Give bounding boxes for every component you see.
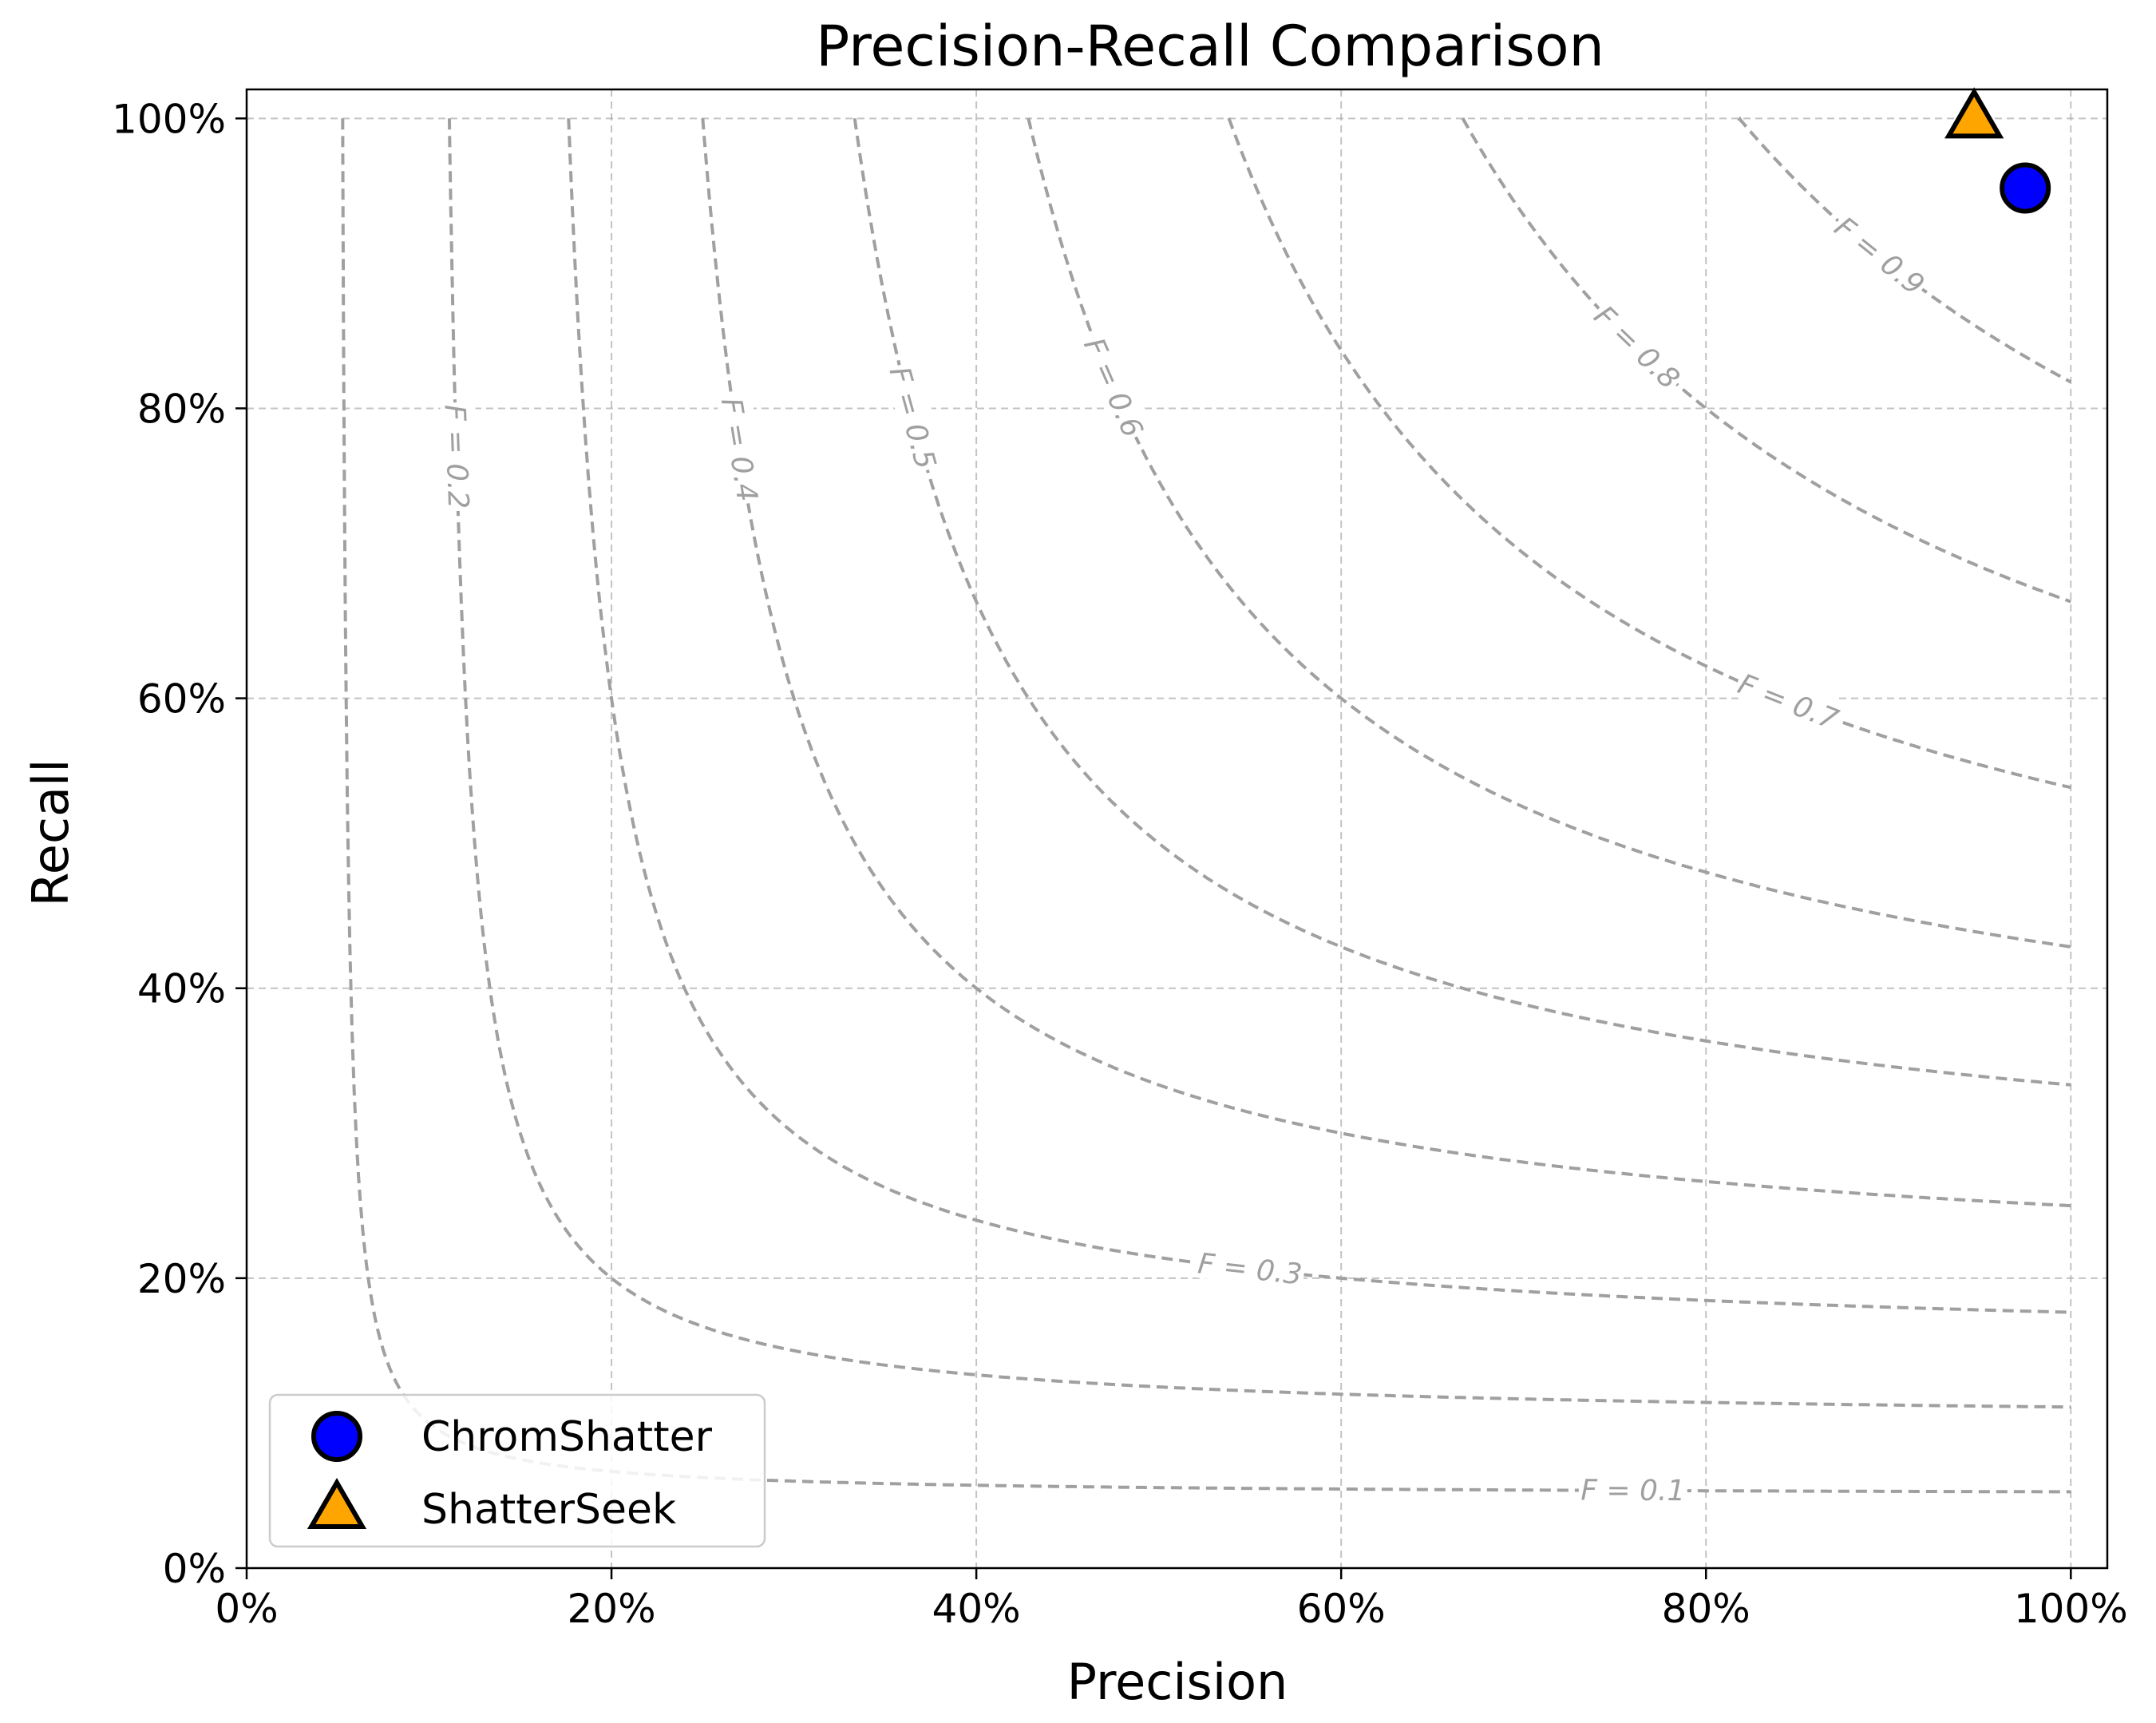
plot-frame: [245, 88, 2109, 1570]
iso-f-curve-0-8: [1461, 117, 2071, 604]
iso-f-curve-0-9: [1737, 117, 2072, 384]
legend-label-shatterseek: ShatterSeek: [421, 1486, 676, 1534]
y-tick-label-2: 40%: [137, 966, 226, 1012]
y-tick-label-3: 60%: [137, 676, 226, 723]
legend-marker-chromshatter: [311, 1411, 362, 1462]
y-tick-label-1: 20%: [137, 1256, 226, 1302]
legend-marker-shatterseek: [307, 1477, 367, 1530]
iso-f-label-bg: [1828, 205, 1935, 302]
iso-f-label-bg: [1732, 663, 1846, 735]
iso-f-curve-0-6: [1027, 117, 2071, 949]
x-tick-label-0: 0%: [215, 1586, 278, 1632]
x-tick-label-2: 40%: [932, 1586, 1021, 1632]
iso-f-label-bg: [716, 393, 769, 506]
iso-f-curve-0-5: [853, 118, 2071, 1087]
x-tick-label-1: 20%: [567, 1586, 655, 1632]
legend-box: [268, 1393, 766, 1548]
x-tick-label-3: 60%: [1297, 1586, 1386, 1632]
iso-f-label-bg: [1578, 1469, 1687, 1506]
legend-label-chromshatter: ChromShatter: [421, 1413, 713, 1461]
legend: ChromShatter ShatterSeek: [268, 1393, 766, 1548]
iso-f-label-bg: [1078, 329, 1154, 444]
x-axis-label: Precision: [1067, 1653, 1288, 1711]
chart-title: Precision-Recall Comparison: [816, 14, 1604, 79]
iso-f-label-bg: [1587, 295, 1691, 396]
axis-ticks: 0% 20% 40% 60% 80% 100% 0% 20% 40% 60% 80% 100%: [112, 96, 2128, 1632]
y-axis-label: Recall: [22, 759, 80, 907]
chromshatter-point-0: [2000, 162, 2051, 214]
iso-f-label-bg: [440, 402, 480, 512]
x-tick-label-5: 100%: [2014, 1586, 2128, 1632]
iso-f-label-bg: [884, 359, 947, 474]
y-tick-label-5: 100%: [112, 96, 226, 142]
iso-f-curve-0-2: [447, 118, 2071, 1409]
y-tick-label-4: 80%: [137, 386, 226, 432]
iso-f-label-0-2: F = 0.2: [437, 404, 474, 509]
iso-f-curve-0-3: [567, 118, 2071, 1314]
shatterseek-point-0: [1944, 87, 2004, 139]
iso-f-label-bg: [1194, 1242, 1307, 1289]
data-points: [1944, 87, 2051, 214]
iso-f-label-0-1: F = 0.1: [1580, 1475, 1685, 1508]
y-tick-label-0: 0%: [163, 1546, 226, 1592]
x-tick-label-4: 80%: [1662, 1586, 1751, 1632]
iso-f-curve-0-1: [341, 118, 2071, 1494]
